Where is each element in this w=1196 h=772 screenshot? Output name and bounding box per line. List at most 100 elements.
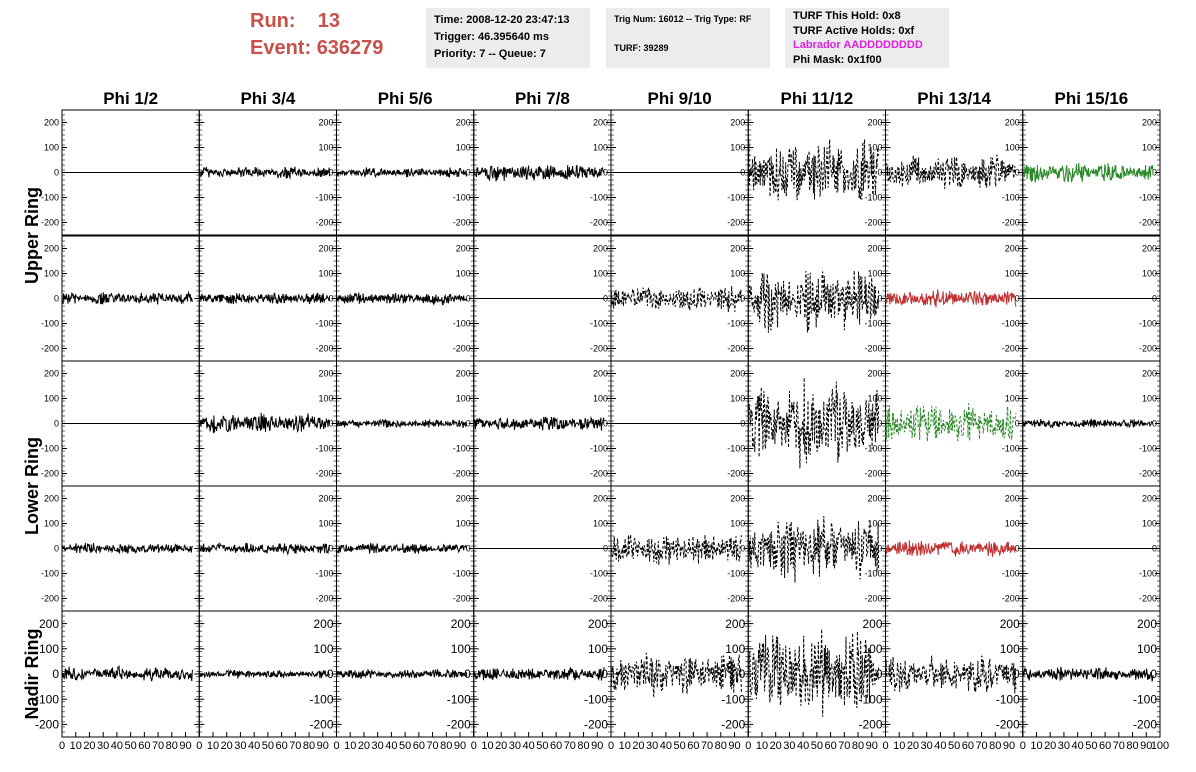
panel-r1-c5: -200 -100 0 100 200 (747, 235, 886, 362)
y-tick-label: 200 (313, 617, 333, 631)
panel-r4-c5: -200 -100 0 100 200 (747, 610, 886, 738)
x-tick-label: 90 (728, 740, 740, 752)
y-tick-label: -100 (315, 444, 333, 454)
waveform-trace (199, 668, 331, 679)
x-tick-label: 80 (852, 740, 864, 752)
x-tick-label: 60 (275, 740, 287, 752)
y-tick-label: 100 (1005, 143, 1020, 153)
waveform-trace (336, 418, 468, 429)
panel-r0-c2: -200 -100 0 100 200 (336, 109, 475, 236)
y-tick-label: 100 (1142, 269, 1157, 279)
x-tick-label: 80 (989, 740, 1001, 752)
y-tick-label: -100 (1139, 569, 1157, 579)
y-tick-label: 0 (328, 168, 333, 178)
y-tick-label: -200 (864, 594, 882, 604)
x-tick-label: 50 (674, 740, 686, 752)
panel-r4-c6: -200 -100 0 100 200 (885, 610, 1024, 738)
time-info-box: Time: 2008-12-20 23:47:13 Trigger: 46.39… (426, 8, 590, 68)
y-tick-label: 100 (725, 642, 745, 656)
panel-r0-c3: -200 -100 0 100 200 (473, 109, 612, 236)
y-tick-label: 100 (1005, 269, 1020, 279)
y-tick-label: -200 (858, 718, 882, 732)
y-tick-label: 200 (867, 494, 882, 504)
waveform-trace (747, 377, 880, 469)
y-tick-label: 100 (318, 143, 333, 153)
x-tick-label: 30 (372, 740, 384, 752)
x-tick-label: 10 (619, 740, 631, 752)
waveform-trace (610, 534, 742, 566)
y-tick-label: 0 (54, 544, 59, 554)
y-tick-label: -100 (590, 569, 608, 579)
y-tick-label: -100 (584, 692, 608, 706)
y-tick-label: 200 (593, 494, 608, 504)
y-tick-label: -200 (864, 344, 882, 354)
y-tick-label: -200 (590, 594, 608, 604)
x-tick-label: 70 (564, 740, 576, 752)
waveform-trace (61, 542, 193, 555)
y-tick-label: -200 (453, 594, 471, 604)
panel-r3-c6: -200 -100 0 100 200 (885, 485, 1024, 612)
y-tick-label: -100 (35, 692, 59, 706)
trig-info-box: Trig Num: 16012 -- Trig Type: RF TURF: 3… (606, 8, 770, 68)
y-tick-label: -100 (727, 319, 745, 329)
y-tick-label: -200 (1139, 594, 1157, 604)
y-tick-label: 200 (867, 244, 882, 254)
y-tick-label: 200 (318, 494, 333, 504)
waveform-trace (610, 285, 742, 313)
turf-text: TURF: 39289 (614, 43, 669, 53)
panel-r0-c6: -200 -100 0 100 200 (885, 109, 1024, 236)
y-tick-label: -200 (41, 344, 59, 354)
x-tick-label: 30 (921, 740, 933, 752)
y-tick-label: -100 (315, 569, 333, 579)
y-tick-label: -200 (41, 469, 59, 479)
y-tick-label: 100 (456, 394, 471, 404)
y-tick-label: -200 (315, 469, 333, 479)
y-tick-label: -200 (35, 718, 59, 732)
x-tick-label: 90 (1003, 740, 1015, 752)
turf-info-box: TURF This Hold: 0x8 TURF Active Holds: 0… (785, 8, 949, 68)
y-tick-label: 0 (876, 667, 883, 681)
y-tick-label: 200 (44, 244, 59, 254)
x-tick-label: 0 (882, 740, 888, 752)
column-header-5: Phi 11/12 (780, 89, 853, 108)
y-tick-label: -100 (721, 692, 745, 706)
y-tick-label: -200 (309, 718, 333, 732)
x-tick-label: 70 (152, 740, 164, 752)
y-tick-label: -100 (864, 319, 882, 329)
y-tick-label: -100 (41, 193, 59, 203)
x-tick-label: 0 (608, 740, 614, 752)
x-tick-label: 50 (125, 740, 137, 752)
panel-r1-c0: -200 -100 0 100 200 (41, 235, 200, 362)
x-tick-label: 90 (591, 740, 603, 752)
panel-r4-c0: -200 -100 0 100 200 (35, 610, 200, 738)
ring-label-0: Upper Ring (22, 187, 42, 284)
y-tick-label: -100 (315, 319, 333, 329)
waveform-trace (61, 290, 193, 305)
column-header-2: Phi 5/6 (378, 89, 433, 108)
x-tick-label: 30 (646, 740, 658, 752)
waveform-trace (61, 664, 193, 682)
y-tick-label: 200 (318, 244, 333, 254)
y-tick-label: -100 (453, 319, 471, 329)
y-tick-label: 100 (867, 143, 882, 153)
y-tick-label: 200 (862, 617, 882, 631)
y-tick-label: 0 (603, 168, 608, 178)
column-header-0: Phi 1/2 (103, 89, 158, 108)
y-tick-label: -200 (864, 469, 882, 479)
y-tick-label: -100 (858, 692, 882, 706)
y-tick-label: -100 (315, 193, 333, 203)
x-tick-label: 10 (481, 740, 493, 752)
y-tick-label: -100 (727, 193, 745, 203)
waveform-trace (885, 655, 1017, 694)
x-tick-label: 40 (248, 740, 260, 752)
x-tick-label: 10 (207, 740, 219, 752)
x-tick-label: 60 (550, 740, 562, 752)
y-tick-label: 0 (52, 667, 59, 681)
run-row: Run: 13 (250, 8, 415, 35)
y-tick-label: 100 (593, 269, 608, 279)
x-tick-label: 80 (440, 740, 452, 752)
y-tick-label: -100 (1139, 319, 1157, 329)
y-tick-label: 200 (1142, 244, 1157, 254)
y-tick-label: 0 (1152, 168, 1157, 178)
